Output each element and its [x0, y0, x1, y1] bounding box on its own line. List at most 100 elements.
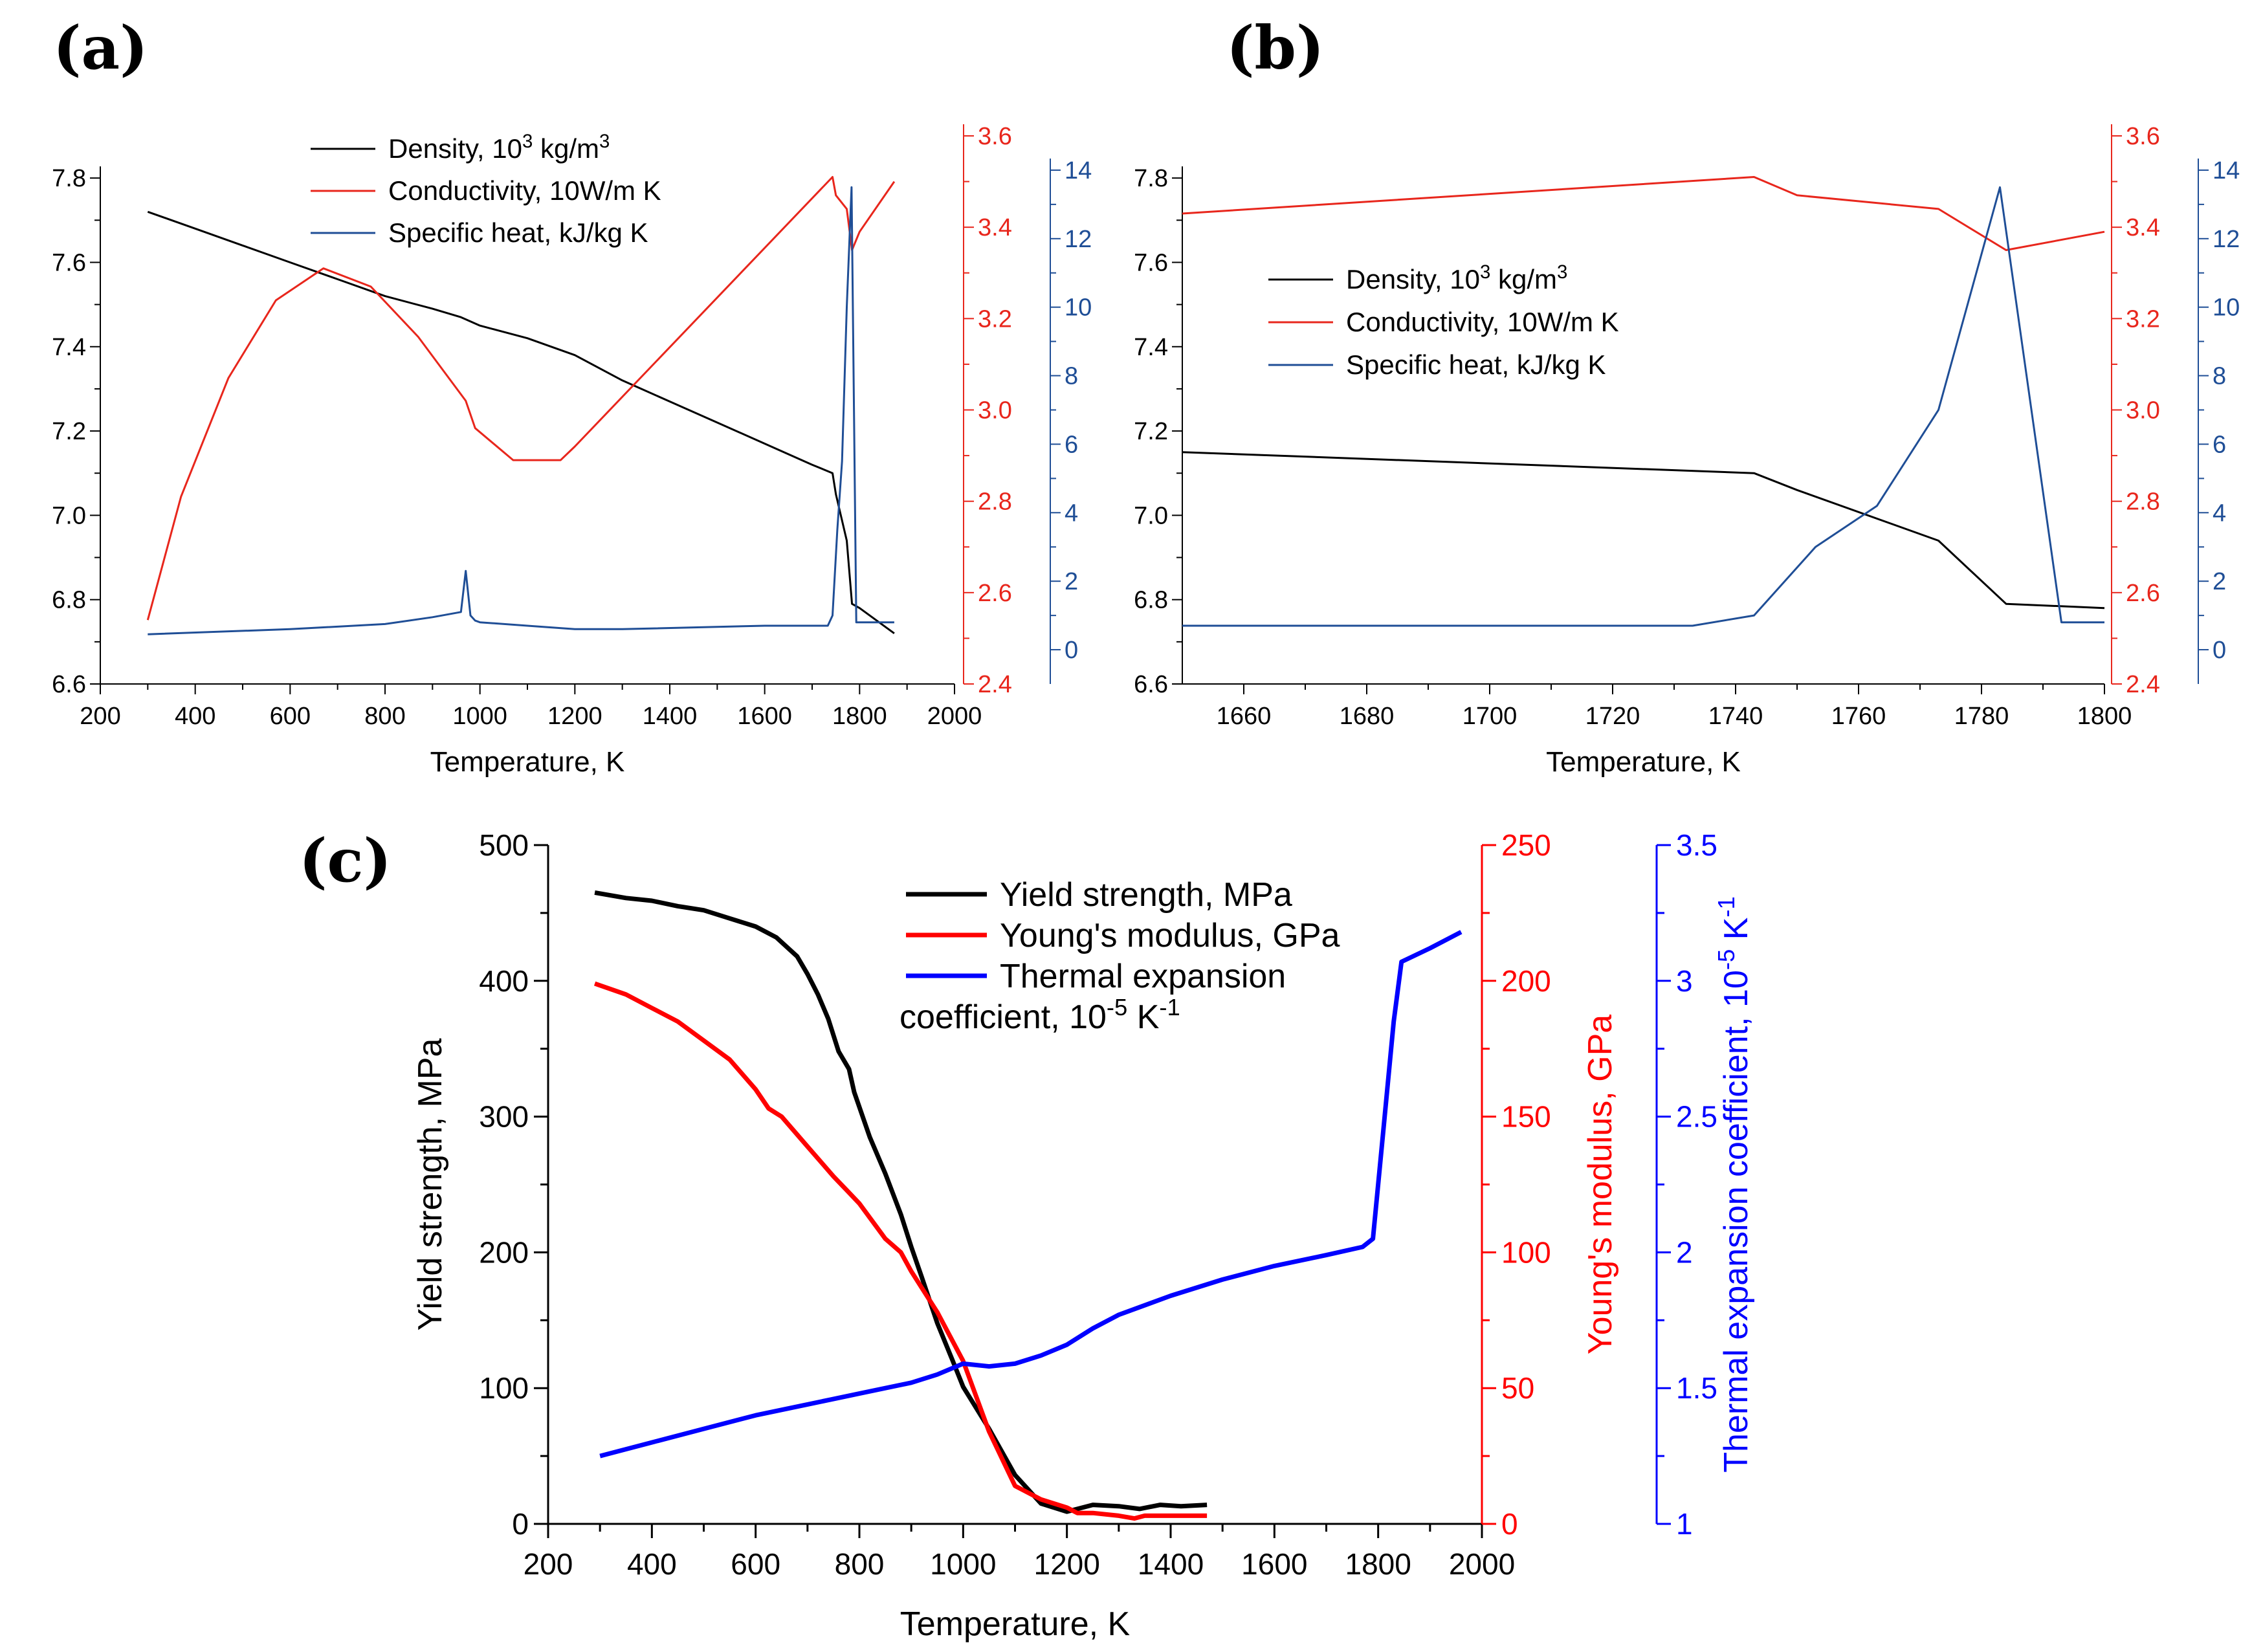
x-tick-label: 1720 [1585, 703, 1640, 730]
left-tick-label: 6.8 [1134, 587, 1168, 614]
right1-tick-label: 2.4 [2126, 671, 2160, 698]
right2-tick-label: 6 [1065, 431, 1078, 458]
right2-tick-label: 14 [2213, 157, 2240, 184]
x-axis-title: Temperature, K [430, 746, 625, 778]
series-line-right1 [1182, 176, 2105, 251]
right2-tick-label: 2 [1065, 568, 1078, 595]
right2-tick-label: 6 [2213, 431, 2226, 458]
panel-label: (a) [53, 13, 148, 83]
panel-label: (c) [299, 826, 392, 896]
left-tick-label: 7.6 [52, 249, 86, 276]
right1-tick-label: 3.6 [978, 123, 1012, 150]
series-line-left [594, 890, 1208, 1514]
series-line-right1 [146, 176, 896, 621]
left-tick-label: 500 [479, 828, 529, 862]
legend-label-continued: coefficient, 10-5 K-1 [900, 994, 1180, 1037]
x-tick-label: 1200 [1033, 1547, 1099, 1581]
x-axis-title: Temperature, K [900, 1605, 1131, 1643]
series-line-left [1182, 451, 2105, 610]
right2-tick-label: 12 [2213, 226, 2240, 253]
right2-tick-label: 10 [1065, 294, 1092, 322]
x-tick-label: 400 [627, 1547, 677, 1581]
left-tick-label: 7.2 [52, 418, 86, 445]
right2-tick-label: 1 [1676, 1507, 1693, 1541]
x-tick-label: 1800 [2077, 703, 2132, 730]
legend-label: Specific heat, kJ/kg K [388, 217, 648, 248]
x-tick-label: 1660 [1217, 703, 1272, 730]
right1-tick-label: 0 [1501, 1507, 1518, 1541]
left-tick-label: 200 [479, 1235, 529, 1269]
x-tick-label: 1760 [1831, 703, 1886, 730]
panel-b: (b) 1660 1680 1700 1720 1740 1760 1780 1800 Tempe… [1134, 13, 2240, 778]
x-tick-label: 2000 [927, 703, 982, 730]
right1-tick-label: 2.4 [978, 671, 1012, 698]
right1-tick-label: 3.6 [2126, 123, 2160, 150]
right1-tick-label: 3.0 [978, 397, 1012, 424]
x-tick-label: 800 [835, 1547, 885, 1581]
x-tick-label: 1000 [452, 703, 507, 730]
right1-axis-title: Young's modulus, GPa [1582, 1015, 1619, 1355]
right2-tick-label: 8 [1065, 363, 1078, 390]
panel-c: (c)200 400 600 800 1000 1200 1400 1600 1800 2000T… [299, 826, 1755, 1643]
x-tick-label: 1740 [1708, 703, 1763, 730]
right1-tick-label: 50 [1501, 1371, 1534, 1405]
right2-tick-label: 2 [2213, 568, 2226, 595]
right1-tick-label: 2.8 [2126, 489, 2160, 516]
right1-tick-label: 200 [1501, 964, 1551, 998]
right2-tick-label: 4 [1065, 500, 1078, 527]
right2-tick-label: 1.5 [1676, 1371, 1717, 1405]
left-tick-label: 6.6 [52, 671, 86, 698]
series-line-right2 [148, 186, 894, 635]
right1-tick-label: 2.8 [978, 489, 1012, 516]
left-tick-label: 7.8 [1134, 165, 1168, 192]
left-tick-label: 6.8 [52, 587, 86, 614]
left-tick-label: 300 [479, 1100, 529, 1134]
legend-label: Thermal expansion [1000, 958, 1286, 995]
right1-tick-label: 3.0 [2126, 397, 2160, 424]
left-tick-label: 0 [512, 1507, 529, 1541]
x-tick-label: 200 [80, 703, 120, 730]
right1-tick-label: 3.4 [2126, 214, 2160, 241]
series-line-right1 [593, 981, 1208, 1521]
legend-label: Conductivity, 10W/m K [1346, 307, 1619, 337]
right2-tick-label: 3.5 [1676, 828, 1717, 862]
x-tick-label: 800 [364, 703, 405, 730]
x-tick-label: 1400 [1138, 1547, 1204, 1581]
right1-tick-label: 2.6 [2126, 580, 2160, 607]
series-line-right2 [1182, 186, 2104, 627]
right2-tick-label: 3 [1676, 964, 1693, 998]
x-tick-label: 600 [270, 703, 311, 730]
right2-tick-label: 12 [1065, 226, 1092, 253]
legend-label: Specific heat, kJ/kg K [1346, 349, 1606, 380]
x-tick-label: 400 [175, 703, 215, 730]
x-tick-label: 1780 [1954, 703, 2009, 730]
left-axis-title: Yield strength, MPa [412, 1038, 449, 1330]
left-tick-label: 7.8 [52, 165, 86, 192]
legend-label: Yield strength, MPa [1000, 876, 1292, 914]
x-tick-label: 1800 [1345, 1547, 1411, 1581]
left-tick-label: 6.6 [1134, 671, 1168, 698]
x-tick-label: 1200 [547, 703, 602, 730]
left-tick-label: 7.0 [1134, 502, 1168, 529]
right2-axis-title: Thermal expansion coefficient, 10-5 K-1 [1713, 896, 1756, 1472]
right1-tick-label: 3.2 [978, 305, 1012, 333]
legend-label: Young's modulus, GPa [1000, 917, 1340, 954]
x-tick-label: 1400 [643, 703, 698, 730]
panel-a: (a) 200 400 600 800 1000 1200 1400 1600 1800 2000 T… [52, 13, 1092, 778]
right1-tick-label: 3.4 [978, 214, 1012, 241]
series-line-right2 [599, 930, 1463, 1459]
x-tick-label: 1000 [930, 1547, 996, 1581]
right1-tick-label: 150 [1501, 1100, 1551, 1134]
series-line-left [147, 210, 895, 635]
left-tick-label: 100 [479, 1371, 529, 1405]
right2-tick-label: 0 [1065, 637, 1078, 664]
left-tick-label: 7.4 [1134, 334, 1168, 361]
right2-tick-label: 0 [2213, 637, 2226, 664]
x-tick-label: 200 [524, 1547, 573, 1581]
left-tick-label: 7.4 [52, 334, 86, 361]
right1-tick-label: 250 [1501, 828, 1551, 862]
left-tick-label: 7.0 [52, 502, 86, 529]
x-tick-label: 600 [731, 1547, 780, 1581]
x-tick-label: 2000 [1449, 1547, 1515, 1581]
right2-tick-label: 10 [2213, 294, 2240, 322]
